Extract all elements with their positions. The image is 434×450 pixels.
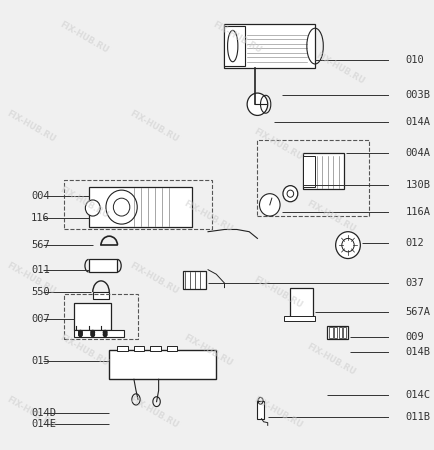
Text: 011B: 011B [404, 412, 430, 422]
Circle shape [91, 331, 94, 334]
Text: 012: 012 [404, 238, 424, 248]
Bar [329, 327, 332, 338]
Bar [224, 26, 244, 66]
Circle shape [335, 232, 359, 259]
Text: FIX-HUB.RU: FIX-HUB.RU [59, 333, 110, 368]
Text: 014A: 014A [404, 117, 430, 127]
Text: 014E: 014E [31, 419, 56, 429]
Bar [327, 326, 347, 339]
Circle shape [79, 331, 82, 334]
Text: FIX-HUB.RU: FIX-HUB.RU [5, 395, 57, 430]
Bar [183, 271, 206, 289]
Circle shape [91, 333, 94, 336]
Text: FIX-HUB.RU: FIX-HUB.RU [252, 274, 303, 310]
Bar [109, 350, 216, 379]
Circle shape [286, 190, 293, 197]
Text: FIX-HUB.RU: FIX-HUB.RU [5, 261, 57, 296]
Bar [150, 346, 160, 351]
Text: 130B: 130B [404, 180, 430, 190]
Circle shape [259, 194, 279, 216]
Text: FIX-HUB.RU: FIX-HUB.RU [313, 51, 365, 86]
Bar [89, 187, 191, 227]
Text: 037: 037 [404, 278, 424, 288]
Text: FIX-HUB.RU: FIX-HUB.RU [252, 395, 303, 430]
Circle shape [247, 93, 267, 116]
Bar [257, 401, 263, 418]
Bar [64, 180, 212, 230]
Circle shape [103, 333, 106, 336]
Bar [117, 346, 128, 351]
Text: 009: 009 [404, 332, 424, 342]
Circle shape [103, 331, 106, 334]
Text: 567: 567 [31, 240, 49, 250]
Circle shape [106, 190, 137, 224]
Text: FIX-HUB.RU: FIX-HUB.RU [182, 333, 233, 368]
Circle shape [79, 333, 82, 336]
Bar [338, 327, 341, 338]
Text: FIX-HUB.RU: FIX-HUB.RU [252, 127, 303, 162]
Circle shape [103, 331, 106, 334]
Circle shape [103, 333, 106, 336]
Text: 004A: 004A [404, 148, 430, 158]
Bar [224, 24, 314, 68]
Circle shape [113, 198, 129, 216]
Text: FIX-HUB.RU: FIX-HUB.RU [182, 198, 233, 234]
Circle shape [282, 186, 297, 202]
Bar [257, 140, 368, 216]
Bar [302, 153, 343, 189]
Text: 010: 010 [404, 54, 424, 64]
Text: 116A: 116A [404, 207, 430, 216]
Text: FIX-HUB.RU: FIX-HUB.RU [305, 342, 357, 377]
Text: FIX-HUB.RU: FIX-HUB.RU [128, 395, 180, 430]
Circle shape [91, 333, 94, 336]
Text: 116: 116 [31, 213, 49, 223]
Bar [74, 303, 111, 330]
Text: 007: 007 [31, 314, 49, 324]
Circle shape [91, 331, 94, 334]
Text: FIX-HUB.RU: FIX-HUB.RU [128, 109, 180, 144]
Bar [74, 330, 123, 337]
Bar [283, 316, 314, 321]
Text: 567A: 567A [404, 307, 430, 317]
Circle shape [79, 333, 82, 336]
Bar [342, 327, 345, 338]
Text: 011: 011 [31, 265, 49, 274]
Bar [290, 288, 312, 317]
Text: 014D: 014D [31, 408, 56, 418]
Text: 014B: 014B [404, 347, 430, 357]
Bar [167, 346, 177, 351]
Bar [89, 260, 117, 272]
Text: 550: 550 [31, 287, 49, 297]
Circle shape [85, 200, 100, 216]
Text: FIX-HUB.RU: FIX-HUB.RU [210, 20, 262, 55]
Text: 015: 015 [31, 356, 49, 366]
Text: FIX-HUB.RU: FIX-HUB.RU [5, 109, 57, 144]
Text: 004: 004 [31, 191, 49, 201]
Text: 014C: 014C [404, 390, 430, 400]
Circle shape [79, 331, 82, 334]
Text: FIX-HUB.RU: FIX-HUB.RU [59, 20, 110, 55]
Bar [134, 346, 144, 351]
Bar [302, 156, 314, 187]
Text: 003B: 003B [404, 90, 430, 100]
Circle shape [341, 238, 353, 252]
Bar [92, 292, 109, 299]
Bar [333, 327, 336, 338]
Bar [64, 294, 138, 339]
Text: FIX-HUB.RU: FIX-HUB.RU [59, 185, 110, 220]
Text: FIX-HUB.RU: FIX-HUB.RU [305, 198, 357, 234]
Text: FIX-HUB.RU: FIX-HUB.RU [128, 261, 180, 296]
